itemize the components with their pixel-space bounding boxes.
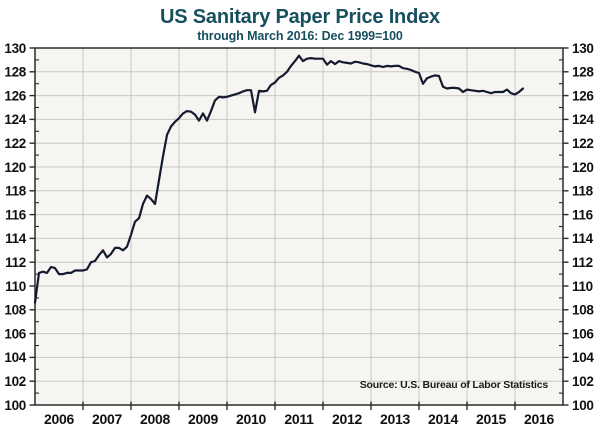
x-axis-tick-label: 2006 xyxy=(44,411,74,427)
y-axis-tick-label-right: 108 xyxy=(572,303,594,318)
y-axis-tick-label-right: 130 xyxy=(572,41,594,56)
y-axis-tick-label-right: 124 xyxy=(572,112,594,127)
chart-subtitle: through March 2016: Dec 1999=100 xyxy=(197,29,403,43)
y-axis-tick-label-left: 130 xyxy=(4,41,26,56)
chart-title: US Sanitary Paper Price Index xyxy=(160,6,440,28)
x-axis-tick-label: 2011 xyxy=(284,411,314,427)
y-axis-tick-label-left: 106 xyxy=(4,326,26,341)
y-axis-tick-label-right: 118 xyxy=(572,184,594,199)
x-axis-tick-label: 2010 xyxy=(236,411,266,427)
y-axis-tick-label-right: 116 xyxy=(572,207,594,222)
y-axis-tick-label-left: 116 xyxy=(5,207,27,222)
price-index-line xyxy=(33,54,525,304)
y-axis-tick-label-right: 126 xyxy=(572,88,594,103)
y-axis-tick-label-left: 126 xyxy=(4,88,26,103)
y-axis-tick-label-left: 118 xyxy=(5,184,27,199)
y-axis-tick-label-left: 124 xyxy=(4,112,26,127)
x-axis-tick-label: 2016 xyxy=(524,411,554,427)
y-axis-tick-label-right: 102 xyxy=(572,374,594,389)
y-axis-tick-label-left: 104 xyxy=(4,350,26,365)
y-axis-tick-label-right: 112 xyxy=(572,255,593,270)
x-axis-tick-label: 2008 xyxy=(140,411,170,427)
x-axis-tick-label: 2009 xyxy=(188,411,218,427)
y-axis-tick-label-right: 104 xyxy=(572,350,594,365)
x-axis-tick-label: 2007 xyxy=(92,411,122,427)
y-axis-tick-label-left: 128 xyxy=(4,65,26,80)
y-axis-tick-label-right: 122 xyxy=(572,136,594,151)
y-axis-tick-label-left: 114 xyxy=(5,231,27,246)
plot-area-background xyxy=(35,48,563,405)
y-axis-tick-label-left: 120 xyxy=(4,160,26,175)
source-note: Source: U.S. Bureau of Labor Statistics xyxy=(359,379,548,391)
y-axis-tick-label-left: 122 xyxy=(4,136,26,151)
y-axis-tick-label-right: 128 xyxy=(572,65,594,80)
x-axis-tick-label: 2015 xyxy=(476,411,506,427)
y-axis-tick-label-left: 110 xyxy=(5,279,26,294)
y-axis-tick-label-left: 100 xyxy=(4,398,26,413)
y-axis-tick-label-right: 106 xyxy=(572,326,594,341)
x-axis-tick-label: 2012 xyxy=(332,411,362,427)
y-axis-tick-label-right: 114 xyxy=(572,231,594,246)
x-axis-tick-label: 2013 xyxy=(380,411,410,427)
x-axis-tick-label: 2014 xyxy=(428,411,458,427)
y-axis-tick-label-right: 120 xyxy=(572,160,594,175)
y-axis-tick-label-left: 102 xyxy=(4,374,26,389)
y-axis-tick-label-left: 112 xyxy=(5,255,26,270)
y-axis-tick-label-left: 108 xyxy=(4,303,26,318)
y-axis-tick-label-right: 100 xyxy=(572,398,594,413)
y-axis-tick-label-right: 110 xyxy=(572,279,593,294)
